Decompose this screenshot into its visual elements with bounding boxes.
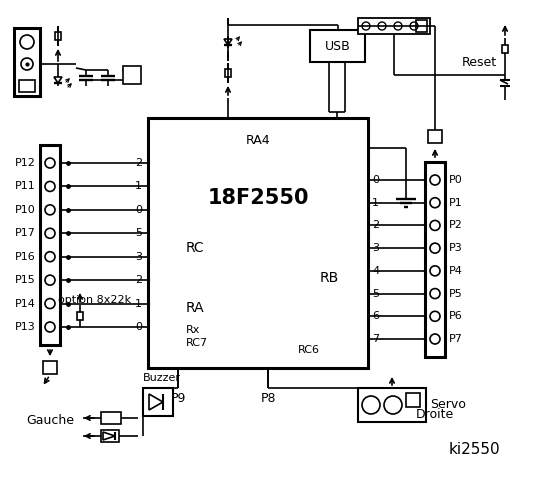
Text: Buzzer: Buzzer <box>143 373 181 383</box>
Text: P5: P5 <box>449 288 463 299</box>
Text: Droite: Droite <box>416 408 454 421</box>
Bar <box>358 18 430 34</box>
Text: 2: 2 <box>135 158 142 168</box>
Bar <box>502 45 508 53</box>
Text: P9: P9 <box>170 392 186 405</box>
Bar <box>406 393 420 407</box>
Text: Gauche: Gauche <box>26 413 74 427</box>
Text: P15: P15 <box>15 275 36 285</box>
Text: 0: 0 <box>135 322 142 332</box>
Bar <box>310 30 365 62</box>
Text: 0: 0 <box>135 205 142 215</box>
Text: P1: P1 <box>449 198 463 208</box>
Bar <box>148 118 368 368</box>
Text: 2: 2 <box>372 220 379 230</box>
Text: P13: P13 <box>15 322 36 332</box>
Text: 1: 1 <box>372 198 379 208</box>
Text: 3: 3 <box>135 252 142 262</box>
Text: 0: 0 <box>372 175 379 185</box>
Text: RA: RA <box>186 301 205 315</box>
Bar <box>123 66 141 84</box>
Text: P7: P7 <box>449 334 463 344</box>
Text: P8: P8 <box>260 392 276 405</box>
Text: P14: P14 <box>15 299 36 309</box>
Text: 3: 3 <box>372 243 379 253</box>
Text: RC: RC <box>186 241 205 255</box>
Text: P12: P12 <box>15 158 36 168</box>
Bar <box>416 20 427 32</box>
Text: RC6: RC6 <box>298 345 320 355</box>
Text: RC7: RC7 <box>186 338 208 348</box>
Text: P0: P0 <box>449 175 463 185</box>
Text: P2: P2 <box>449 220 463 230</box>
Text: P3: P3 <box>449 243 463 253</box>
Text: P10: P10 <box>15 205 36 215</box>
Bar <box>55 32 61 40</box>
Text: 1: 1 <box>135 181 142 192</box>
Bar <box>43 361 57 374</box>
Text: P17: P17 <box>15 228 36 238</box>
Text: RA4: RA4 <box>246 133 270 146</box>
Bar <box>425 162 445 357</box>
Text: 2: 2 <box>135 275 142 285</box>
Text: 6: 6 <box>372 312 379 321</box>
Text: P11: P11 <box>15 181 36 192</box>
Text: Reset: Reset <box>462 56 497 69</box>
Bar <box>14 28 40 96</box>
Bar <box>77 312 83 320</box>
Bar <box>101 412 121 424</box>
Text: P16: P16 <box>15 252 36 262</box>
Text: USB: USB <box>325 39 351 52</box>
Bar <box>358 388 426 422</box>
Bar <box>19 80 35 92</box>
Text: 5: 5 <box>372 288 379 299</box>
Text: Servo: Servo <box>430 398 466 411</box>
Text: RB: RB <box>320 271 339 285</box>
Bar <box>143 388 173 416</box>
Bar <box>428 130 442 143</box>
Bar <box>40 145 60 345</box>
Text: P6: P6 <box>449 312 463 321</box>
Bar <box>101 430 119 442</box>
Text: 7: 7 <box>372 334 379 344</box>
Text: 4: 4 <box>372 266 379 276</box>
Text: P4: P4 <box>449 266 463 276</box>
Text: Rx: Rx <box>186 325 200 335</box>
Text: option 8x22k: option 8x22k <box>59 295 132 305</box>
Text: 18F2550: 18F2550 <box>207 188 309 208</box>
Text: 5: 5 <box>135 228 142 238</box>
Bar <box>225 69 231 77</box>
Text: 1: 1 <box>135 299 142 309</box>
Text: ki2550: ki2550 <box>448 443 500 457</box>
